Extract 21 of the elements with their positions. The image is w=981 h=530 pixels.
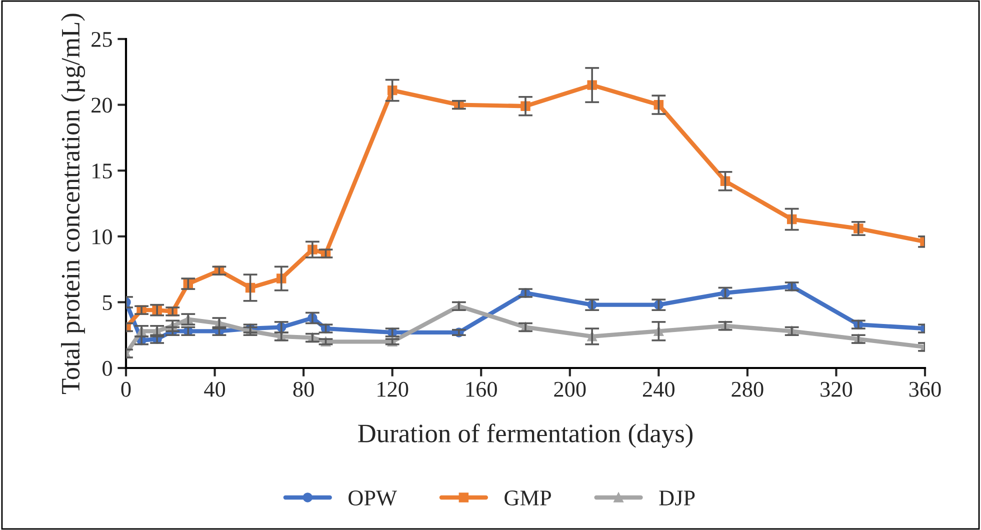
y-axis-title: Total protein concentration (µg/mL) — [61, 14, 86, 394]
legend-label: GMP — [504, 490, 551, 506]
x-tick-label: 0 — [121, 382, 131, 397]
x-tick-label: 160 — [466, 382, 497, 397]
x-tick-label: 120 — [378, 382, 408, 397]
x-tick-label: 80 — [293, 382, 314, 397]
legend-label: DJP — [659, 490, 695, 506]
x-tick-label: 40 — [204, 382, 226, 397]
x-tick-label: 320 — [820, 382, 852, 397]
x-tick-label: 280 — [732, 382, 764, 397]
legend-label: OPW — [348, 490, 397, 506]
x-tick-label: 200 — [554, 382, 586, 397]
y-tick-label: 15 — [92, 164, 112, 179]
y-tick-label: 20 — [92, 98, 112, 113]
x-tick-label: 360 — [909, 382, 941, 397]
x-axis-title: Duration of fermentation (days) — [358, 424, 693, 448]
y-tick-label: 25 — [92, 32, 112, 47]
y-tick-label: 10 — [92, 229, 112, 244]
y-tick-label: 0 — [102, 360, 112, 376]
x-tick-label: 240 — [642, 382, 674, 397]
y-tick-label: 5 — [102, 295, 112, 310]
